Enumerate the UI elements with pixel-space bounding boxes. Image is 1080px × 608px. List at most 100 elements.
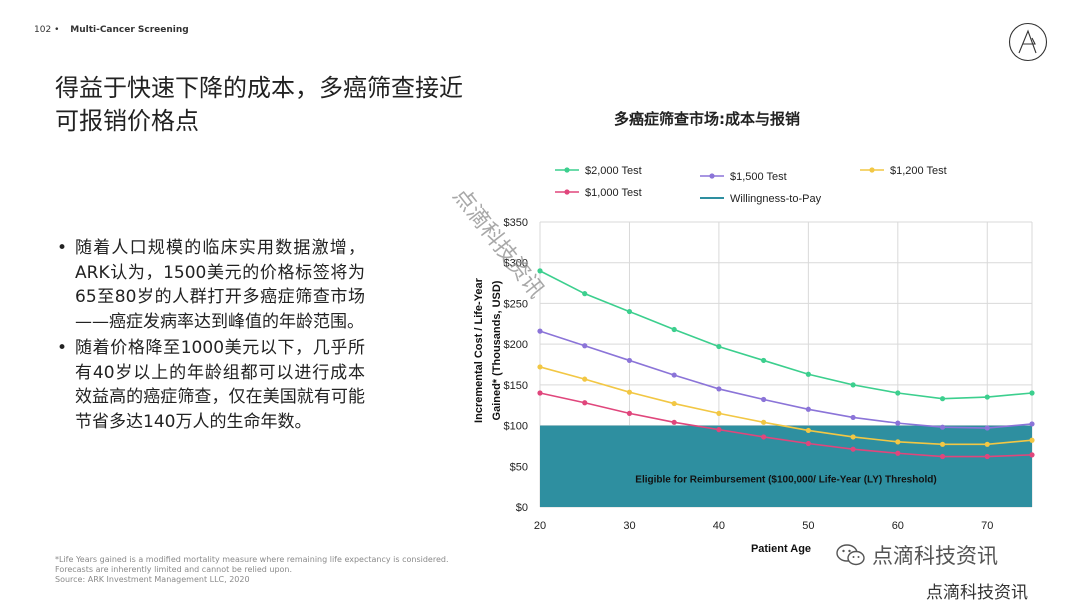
x-axis-label: Patient Age	[751, 543, 811, 555]
data-point	[939, 441, 946, 447]
legend-label: $1,500 Test	[730, 171, 787, 183]
ark-logo-icon	[1008, 22, 1048, 62]
x-tick-label: 40	[713, 520, 725, 532]
data-point	[582, 400, 588, 406]
data-point	[939, 396, 946, 402]
data-point	[1029, 452, 1035, 458]
chart-legend: $2,000 Test $1,500 Test $1,200 Test $1,000 …	[555, 165, 947, 205]
series-lines	[537, 268, 1035, 460]
bullet-item: • 随着价格降至1000美元以下，几乎所有40岁以上的年龄组都可以进行成本效益高的…	[55, 336, 365, 434]
page-title: 得益于快速下降的成本，多癌筛查接近可报销价格点	[55, 74, 463, 135]
data-point	[805, 371, 811, 377]
series-line	[539, 366, 1033, 446]
reimbursement-label: Eligible for Reimbursement ($100,000/ Li…	[635, 475, 936, 486]
data-point	[626, 389, 633, 395]
chart: Eligible for Reimbursement ($100,000/ Li…	[473, 165, 1035, 555]
bullet-list: • 随着人口规模的临床实用数据激增，ARK认为，1500美元的价格标签将为65至8…	[55, 236, 365, 436]
series-line	[539, 270, 1033, 400]
data-point	[1029, 390, 1035, 396]
data-point	[716, 386, 722, 392]
data-point	[984, 425, 990, 431]
bullet-text: 随着价格降至1000美元以下，几乎所有40岁以上的年龄组都可以进行成本效益高的癌…	[75, 338, 365, 432]
bullet-text: 随着人口规模的临床实用数据激增，ARK认为，1500美元的价格标签将为65至80…	[75, 238, 365, 332]
footnote-line: Forecasts are inherently limited and can…	[55, 565, 293, 574]
data-point	[671, 400, 677, 407]
y-tick-label: $200	[504, 339, 528, 351]
data-point	[716, 427, 722, 433]
data-point	[537, 268, 543, 274]
legend-label: Willingness-to-Pay	[730, 193, 822, 205]
data-point	[850, 434, 856, 440]
data-point	[671, 419, 677, 425]
data-point	[671, 372, 677, 378]
data-point	[850, 382, 856, 388]
y-tick-label: $100	[504, 421, 528, 433]
data-point	[895, 420, 901, 426]
legend-marker	[709, 173, 715, 179]
y-tick-label: $150	[504, 380, 528, 392]
section-title: Multi-Cancer Screening	[70, 25, 189, 35]
data-point	[984, 441, 990, 447]
watermark-brand: 点滴科技资讯	[836, 540, 998, 570]
data-point	[939, 424, 946, 430]
page-header: 102 • Multi-Cancer Screening	[34, 25, 189, 35]
y-tick-label: $250	[504, 298, 528, 310]
y-tick-label: $300	[504, 258, 528, 270]
data-point	[716, 343, 722, 350]
footnote-line: *Life Years gained is a modified mortali…	[55, 555, 449, 564]
data-point	[805, 440, 811, 447]
data-point	[805, 427, 811, 434]
legend-marker	[564, 167, 570, 173]
data-point	[671, 326, 677, 333]
y-axis-label-line: Gained* (Thousands, USD)	[491, 280, 503, 420]
data-point	[895, 439, 901, 445]
data-point	[805, 406, 811, 412]
page-number: 102	[34, 25, 52, 35]
data-point	[984, 453, 990, 460]
chart-axes: $0 $50 $100 $150 $200 $250 $300 $350 20 30 40 50 60 7…	[504, 217, 994, 532]
bullet-marker: •	[57, 238, 68, 258]
series-line	[539, 330, 1033, 429]
chart-title: 多癌症筛查市场:成本与报销	[614, 110, 800, 128]
footnote: *Life Years gained is a modified mortali…	[55, 555, 449, 585]
y-axis-label-line: Incremental Cost / Life-Year	[473, 277, 485, 423]
data-point	[626, 410, 633, 416]
x-tick-label: 30	[623, 520, 635, 532]
data-point	[850, 414, 856, 421]
legend-marker	[869, 167, 875, 173]
bullet-marker: •	[57, 338, 68, 358]
y-axis-label: Incremental Cost / Life-Year Gained* (Tho…	[473, 277, 503, 423]
x-tick-label: 50	[802, 520, 814, 532]
y-tick-label: $0	[516, 502, 528, 514]
data-point	[582, 376, 588, 382]
data-point	[582, 343, 588, 349]
data-point	[984, 394, 990, 400]
data-point	[582, 291, 588, 297]
x-tick-label: 60	[892, 520, 904, 532]
data-point	[761, 357, 767, 364]
header-bullet: •	[54, 25, 60, 35]
footnote-source: Source: ARK Investment Management LLC, 2…	[55, 575, 250, 584]
x-tick-label: 20	[534, 520, 546, 532]
wechat-icon	[836, 544, 865, 566]
data-point	[761, 419, 767, 425]
data-point	[716, 410, 722, 416]
legend-label: $1,000 Test	[585, 187, 642, 199]
legend-label: $2,000 Test	[585, 165, 642, 177]
data-point	[537, 328, 543, 334]
legend-label: $1,200 Test	[890, 165, 947, 177]
data-point	[537, 364, 543, 370]
data-point	[939, 453, 946, 460]
y-tick-label: $50	[510, 461, 528, 473]
data-point	[626, 357, 633, 364]
data-point	[895, 450, 901, 456]
watermark-text-secondary: 点滴科技资讯	[926, 583, 1028, 603]
x-tick-label: 70	[981, 520, 993, 532]
data-point	[537, 390, 543, 396]
watermark-text: 点滴科技资讯	[872, 544, 998, 568]
data-point	[850, 446, 856, 452]
series-line	[539, 392, 1033, 458]
data-point	[895, 390, 901, 396]
bullet-item: • 随着人口规模的临床实用数据激增，ARK认为，1500美元的价格标签将为65至8…	[55, 236, 365, 334]
willingness-to-pay-area	[540, 425, 1032, 507]
